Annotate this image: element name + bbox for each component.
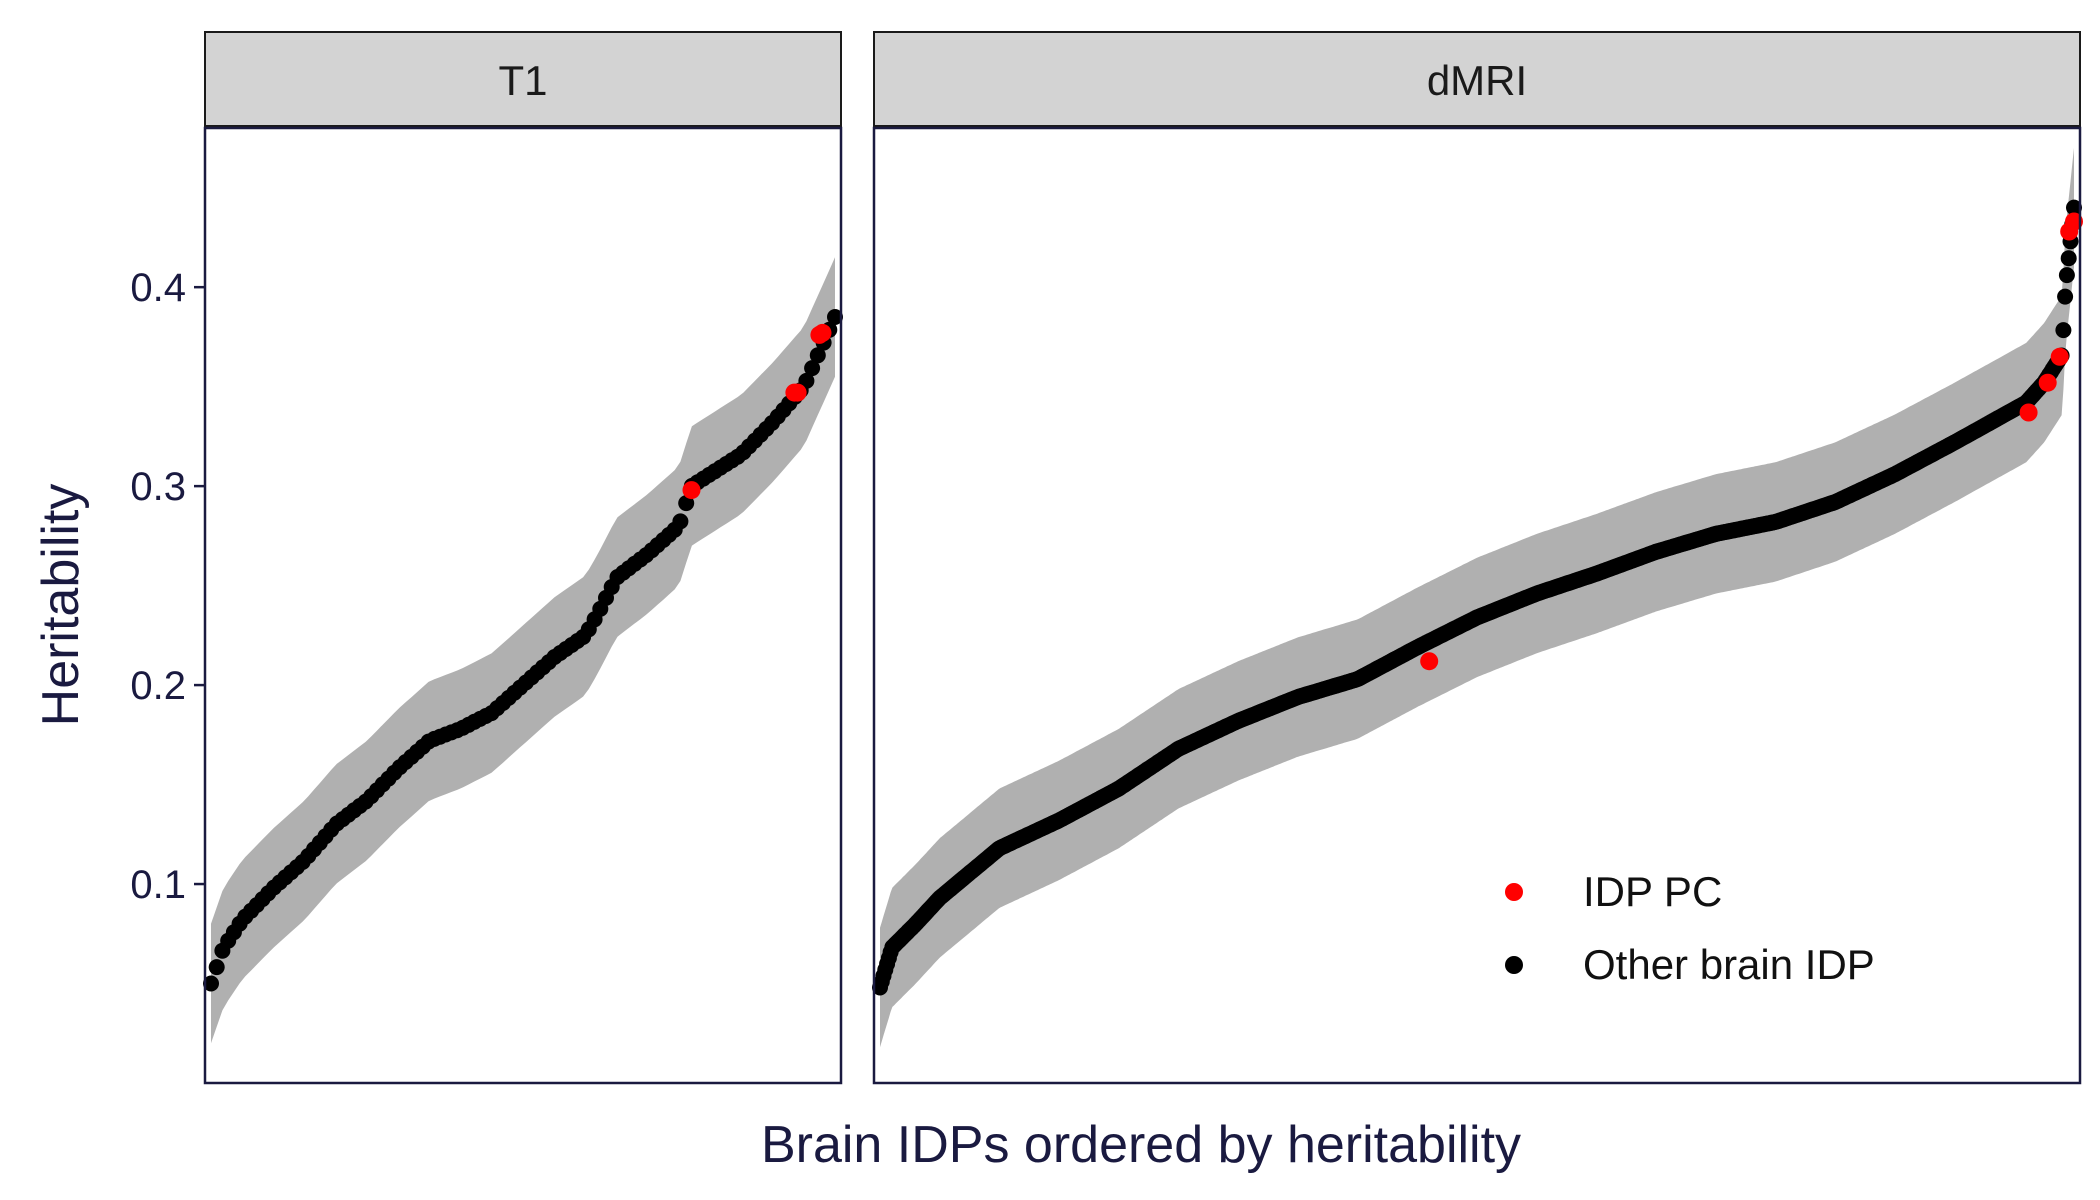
y-axis: 0.1 0.2 0.3 0.4 xyxy=(130,266,205,907)
points-dmri xyxy=(872,199,2083,996)
strip-dmri xyxy=(873,31,2081,127)
y-axis-title: Heritability xyxy=(32,484,90,727)
y-tick-label: 0.4 xyxy=(130,266,186,310)
y-tick-label: 0.1 xyxy=(130,863,186,907)
points-t1 xyxy=(203,309,843,992)
strip-label-dmri: dMRI xyxy=(1427,57,1527,104)
point-other-t1 xyxy=(672,513,689,530)
ci-band-dmri xyxy=(880,147,2074,1048)
plot-area-t1 xyxy=(205,128,841,1083)
point-other-dmri xyxy=(2055,322,2072,339)
point-other-t1 xyxy=(798,372,815,389)
ci-band-t1 xyxy=(211,257,835,1044)
y-tick-label: 0.3 xyxy=(130,465,186,509)
point-idp-pc-dmri xyxy=(1420,652,1439,671)
point-other-t1 xyxy=(203,975,219,992)
point-idp-pc-dmri xyxy=(2038,373,2057,392)
legend: IDP PC Other brain IDP xyxy=(1505,868,1875,988)
panel-border-t1 xyxy=(203,126,843,1085)
point-idp-pc-t1 xyxy=(813,323,832,342)
point-other-dmri xyxy=(2066,199,2082,216)
legend-swatch-idp-pc xyxy=(1505,883,1523,901)
x-axis-title: Brain IDPs ordered by heritability xyxy=(761,1116,1521,1174)
panel-border-dmri xyxy=(872,126,2082,1085)
point-other-t1 xyxy=(827,309,843,325)
point-other-dmri xyxy=(2057,288,2074,305)
point-idp-pc-dmri xyxy=(2019,403,2038,422)
point-idp-pc-dmri xyxy=(2050,347,2069,366)
legend-swatch-other xyxy=(1505,956,1523,974)
point-other-t1 xyxy=(804,360,821,377)
legend-label-idp-pc: IDP PC xyxy=(1583,868,1722,915)
point-other-t1 xyxy=(809,347,826,364)
ci-band-dmri xyxy=(880,147,2074,1048)
ci-band-t1 xyxy=(211,257,835,1044)
panel-dmri: dMRI IDP PC Other brain IDP xyxy=(872,31,2083,1085)
panel-t1: T1 xyxy=(203,31,843,1085)
y-tick-label: 0.2 xyxy=(130,664,186,708)
point-idp-pc-dmri xyxy=(2065,212,2083,231)
strip-label-t1: T1 xyxy=(498,57,547,104)
point-other-t1 xyxy=(208,959,225,976)
legend-label-other: Other brain IDP xyxy=(1583,941,1875,988)
point-other-t1 xyxy=(678,495,695,512)
point-idp-pc-t1 xyxy=(788,383,807,402)
point-idp-pc-t1 xyxy=(682,481,701,500)
strip-t1 xyxy=(204,31,842,127)
point-other-dmri xyxy=(2058,267,2075,284)
point-other-dmri xyxy=(2060,250,2077,267)
